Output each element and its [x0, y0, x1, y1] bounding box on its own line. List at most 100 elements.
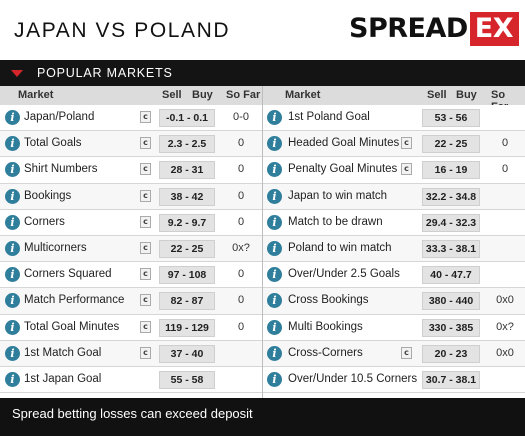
- sell-buy-price[interactable]: 9.2 - 9.7: [159, 213, 215, 232]
- chart-c-icon[interactable]: c: [401, 137, 412, 150]
- market-name[interactable]: 1st Poland Goal: [288, 111, 370, 123]
- market-name[interactable]: Headed Goal Minutes: [288, 137, 400, 150]
- chart-c-icon[interactable]: c: [140, 241, 151, 254]
- market-row[interactable]: i Multicorners c 22 - 25 0x?: [0, 235, 262, 263]
- info-icon[interactable]: i: [5, 214, 20, 230]
- sell-buy-price[interactable]: 28 - 31: [159, 161, 215, 180]
- info-icon[interactable]: i: [267, 240, 282, 256]
- market-row[interactable]: i Penalty Goal Minutes c 16 - 19 0: [263, 157, 525, 184]
- market-name[interactable]: Over/Under 2.5 Goals: [288, 268, 400, 281]
- sell-buy-price[interactable]: 2.3 - 2.5: [159, 135, 215, 154]
- chart-c-icon[interactable]: c: [140, 189, 151, 202]
- sell-buy-price[interactable]: 97 - 108: [159, 266, 215, 285]
- info-icon[interactable]: i: [267, 293, 282, 309]
- section-bar[interactable]: POPULAR MARKETS: [0, 60, 525, 86]
- triangle-down-icon[interactable]: [11, 70, 23, 77]
- market-row[interactable]: i Corners c 9.2 - 9.7 0: [0, 209, 262, 236]
- market-row[interactable]: i Japan/Poland c -0.1 - 0.1 0-0: [0, 105, 262, 132]
- info-icon[interactable]: i: [5, 110, 20, 125]
- info-icon[interactable]: i: [5, 162, 20, 178]
- sell-buy-price[interactable]: 22 - 25: [159, 239, 215, 258]
- sell-buy-price[interactable]: 53 - 56: [422, 109, 480, 127]
- market-name[interactable]: Multicorners: [24, 241, 87, 254]
- market-row[interactable]: i Poland to win match 33.3 - 38.1: [263, 235, 525, 263]
- market-row[interactable]: i 1st Japan Goal 55 - 58: [0, 366, 262, 394]
- sell-buy-price[interactable]: 119 - 129: [159, 318, 215, 337]
- market-name[interactable]: Bookings: [24, 189, 72, 202]
- market-row[interactable]: i Headed Goal Minutes c 22 - 25 0: [263, 131, 525, 158]
- chart-c-icon[interactable]: c: [140, 137, 151, 150]
- market-name[interactable]: Penalty Goal Minutes: [288, 163, 398, 176]
- sell-buy-price[interactable]: 16 - 19: [422, 161, 480, 180]
- market-name[interactable]: 1st Japan Goal: [24, 372, 102, 385]
- market-row[interactable]: i Over/Under 10.5 Corners 30.7 - 38.1: [263, 366, 525, 394]
- market-name[interactable]: Multi Bookings: [288, 320, 363, 333]
- market-name[interactable]: Japan to win match: [288, 189, 388, 202]
- info-icon[interactable]: i: [5, 345, 20, 361]
- info-icon[interactable]: i: [267, 214, 282, 230]
- chart-c-icon[interactable]: c: [140, 111, 151, 123]
- market-name[interactable]: 1st Match Goal: [24, 346, 102, 359]
- sell-buy-price[interactable]: 82 - 87: [159, 292, 215, 311]
- sell-buy-price[interactable]: 30.7 - 38.1: [422, 370, 480, 389]
- info-icon[interactable]: i: [5, 188, 20, 204]
- sell-buy-price[interactable]: 37 - 40: [159, 344, 215, 363]
- info-icon[interactable]: i: [5, 371, 20, 387]
- sell-buy-price[interactable]: 29.4 - 32.3: [422, 213, 480, 232]
- market-name[interactable]: Total Goals: [24, 137, 82, 150]
- info-icon[interactable]: i: [267, 267, 282, 283]
- sell-buy-price[interactable]: 20 - 23: [422, 344, 480, 363]
- market-name[interactable]: Total Goal Minutes: [24, 320, 120, 333]
- market-row[interactable]: i Over/Under 2.5 Goals 40 - 47.7: [263, 262, 525, 289]
- market-name[interactable]: Cross Bookings: [288, 294, 369, 307]
- info-icon[interactable]: i: [267, 110, 282, 125]
- sell-buy-price[interactable]: 40 - 47.7: [422, 266, 480, 285]
- market-name[interactable]: Corners: [24, 215, 65, 228]
- market-row[interactable]: i Cross Bookings 380 - 440 0x0: [263, 288, 525, 315]
- spreadex-logo[interactable]: SPREAD EX: [349, 12, 520, 46]
- info-icon[interactable]: i: [267, 319, 282, 335]
- info-icon[interactable]: i: [5, 319, 20, 335]
- chart-c-icon[interactable]: c: [140, 294, 151, 307]
- market-row[interactable]: i Corners Squared c 97 - 108 0: [0, 262, 262, 289]
- info-icon[interactable]: i: [5, 293, 20, 309]
- info-icon[interactable]: i: [267, 136, 282, 152]
- market-row[interactable]: i Match Performance c 82 - 87 0: [0, 288, 262, 315]
- sell-buy-price[interactable]: 22 - 25: [422, 135, 480, 154]
- market-name[interactable]: Cross-Corners: [288, 346, 363, 359]
- chart-c-icon[interactable]: c: [401, 163, 412, 176]
- sell-buy-price[interactable]: 32.2 - 34.8: [422, 187, 480, 206]
- market-name[interactable]: Match to be drawn: [288, 215, 383, 228]
- chart-c-icon[interactable]: c: [140, 320, 151, 333]
- chart-c-icon[interactable]: c: [140, 346, 151, 359]
- sell-buy-price[interactable]: -0.1 - 0.1: [159, 109, 215, 127]
- market-row[interactable]: i 1st Match Goal c 37 - 40: [0, 340, 262, 367]
- market-name[interactable]: Match Performance: [24, 294, 125, 307]
- market-row[interactable]: i Multi Bookings 330 - 385 0x?: [263, 314, 525, 341]
- market-row[interactable]: i Match to be drawn 29.4 - 32.3: [263, 209, 525, 236]
- market-name[interactable]: Corners Squared: [24, 268, 112, 281]
- market-name[interactable]: Over/Under 10.5 Corners: [288, 372, 418, 385]
- market-name[interactable]: Shirt Numbers: [24, 163, 98, 176]
- sell-buy-price[interactable]: 33.3 - 38.1: [422, 239, 480, 258]
- info-icon[interactable]: i: [5, 240, 20, 256]
- sell-buy-price[interactable]: 38 - 42: [159, 187, 215, 206]
- market-row[interactable]: i Shirt Numbers c 28 - 31 0: [0, 157, 262, 184]
- info-icon[interactable]: i: [267, 371, 282, 387]
- info-icon[interactable]: i: [5, 136, 20, 152]
- market-row[interactable]: i Total Goal Minutes c 119 - 129 0: [0, 314, 262, 341]
- market-row[interactable]: i Cross-Corners c 20 - 23 0x0: [263, 340, 525, 367]
- sell-buy-price[interactable]: 330 - 385: [422, 318, 480, 337]
- market-row[interactable]: i Bookings c 38 - 42 0: [0, 183, 262, 210]
- info-icon[interactable]: i: [267, 188, 282, 204]
- chart-c-icon[interactable]: c: [401, 346, 412, 359]
- market-name[interactable]: Poland to win match: [288, 241, 392, 254]
- info-icon[interactable]: i: [267, 345, 282, 361]
- chart-c-icon[interactable]: c: [140, 163, 151, 176]
- sell-buy-price[interactable]: 380 - 440: [422, 292, 480, 311]
- market-row[interactable]: i Japan to win match 32.2 - 34.8: [263, 183, 525, 210]
- info-icon[interactable]: i: [267, 162, 282, 178]
- market-name[interactable]: Japan/Poland: [24, 111, 95, 123]
- info-icon[interactable]: i: [5, 267, 20, 283]
- sell-buy-price[interactable]: 55 - 58: [159, 370, 215, 389]
